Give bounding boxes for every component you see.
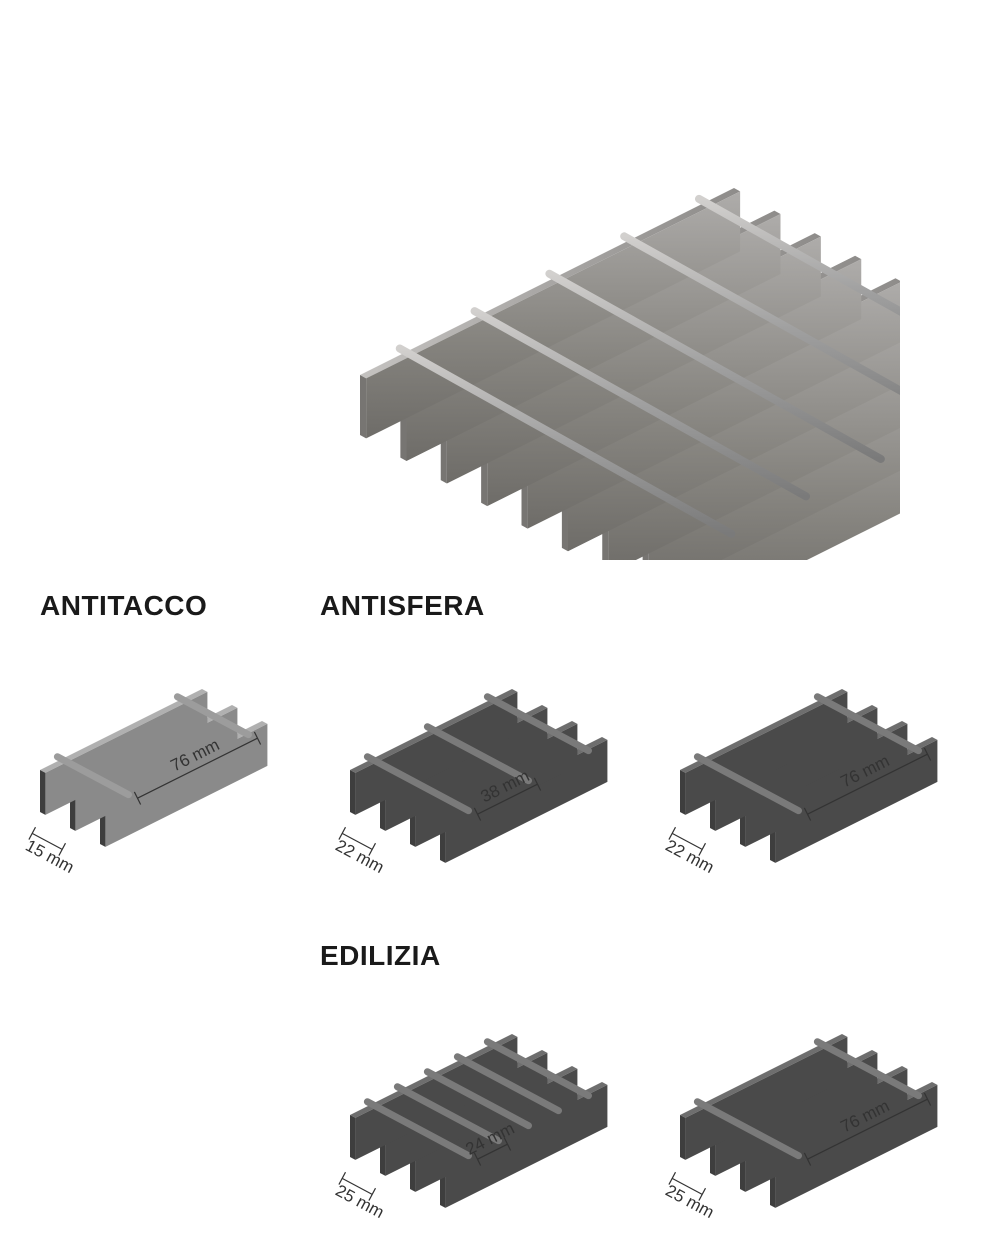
mini-edilizia-1: 24 mm25 mm <box>320 985 620 1215</box>
mini-antisfera-2: 76 mm22 mm <box>650 640 950 870</box>
hero-grating <box>300 20 900 560</box>
mini-edilizia-2: 76 mm25 mm <box>650 985 950 1215</box>
label-antitacco: ANTITACCO <box>40 590 207 622</box>
mini-antitacco-1: 76 mm15 mm <box>10 640 310 870</box>
label-edilizia: EDILIZIA <box>320 940 441 972</box>
label-antisfera: ANTISFERA <box>320 590 485 622</box>
mini-antisfera-1: 38 mm22 mm <box>320 640 620 870</box>
hero-svg <box>300 20 900 560</box>
